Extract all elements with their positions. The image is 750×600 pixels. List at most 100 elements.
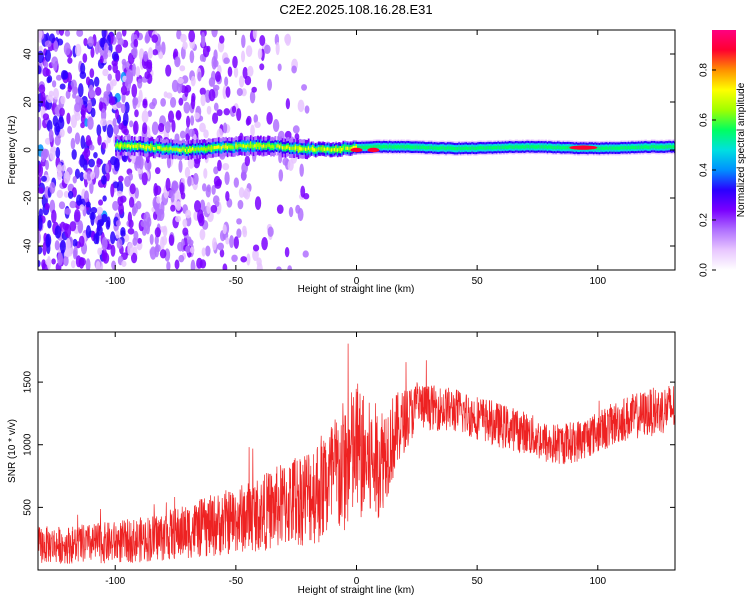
band-cell — [498, 145, 501, 150]
noise-cell — [97, 134, 102, 146]
band-cell — [312, 146, 314, 151]
noise-cell — [38, 260, 41, 268]
band-cell — [484, 146, 487, 150]
noise-cell — [38, 208, 43, 219]
noise-cell — [59, 83, 66, 90]
noise-cell — [154, 227, 161, 238]
noise-cell — [259, 63, 265, 71]
noise-cell — [38, 187, 44, 194]
band-cell — [511, 145, 514, 149]
band-cell — [364, 145, 367, 150]
noise-cell — [133, 120, 139, 135]
noise-cell — [297, 208, 304, 222]
x-tick-label: -50 — [229, 276, 244, 287]
band-cell — [636, 145, 639, 150]
band-cell — [655, 145, 658, 149]
band-cell — [336, 148, 339, 152]
noise-cell — [208, 77, 216, 88]
noise-cell — [115, 220, 121, 227]
y-tick-label: -40 — [23, 238, 34, 253]
band-cell — [145, 145, 148, 150]
noise-cell — [60, 95, 66, 105]
band-cell — [508, 145, 511, 149]
hot-spot — [367, 147, 380, 153]
band-cell — [277, 144, 280, 148]
noise-cell — [83, 147, 91, 158]
noise-cell — [165, 64, 172, 77]
band-cell — [189, 147, 191, 152]
noise-cell — [72, 176, 77, 184]
band-cell — [178, 148, 181, 152]
noise-cell — [98, 199, 104, 206]
noise-cell — [147, 110, 153, 117]
band-cell — [148, 146, 151, 150]
band-cell — [177, 148, 180, 152]
noise-cell — [143, 50, 149, 62]
colorbar-tick-label: 0.6 — [699, 113, 710, 127]
band-cell — [286, 145, 288, 149]
noise-cell — [242, 225, 247, 235]
band-cell — [455, 147, 458, 151]
noise-cell — [160, 41, 166, 56]
band-cell — [251, 144, 254, 148]
band-cell — [480, 146, 482, 150]
noise-cell — [177, 241, 184, 252]
noise-cell — [118, 175, 124, 182]
band-cell — [151, 145, 154, 149]
band-cell — [199, 147, 201, 152]
noise-cell — [46, 76, 51, 84]
band-cell — [119, 144, 122, 148]
band-cell — [294, 146, 297, 150]
noise-cell — [182, 41, 188, 50]
noise-cell — [101, 248, 108, 262]
noise-cell — [130, 252, 138, 264]
noise-cell — [214, 180, 222, 189]
band-cell — [134, 144, 136, 148]
band-cell — [164, 147, 167, 151]
band-cell — [449, 146, 452, 150]
band-cell — [620, 145, 623, 150]
colorbar: 0.0 0.2 0.4 0.6 0.8 Normalized spectral ampl… — [699, 30, 747, 277]
noise-cell — [257, 48, 263, 60]
band-cell — [283, 146, 285, 150]
band-cell — [387, 145, 390, 149]
band-cell — [343, 146, 346, 150]
noise-cell — [59, 107, 65, 117]
noise-cell — [111, 51, 119, 61]
band-cell — [649, 145, 652, 149]
band-cell — [226, 145, 229, 150]
noise-cell — [80, 104, 86, 118]
noise-cell — [120, 85, 128, 96]
band-cell — [320, 147, 323, 151]
noise-cell — [44, 40, 52, 48]
noise-cell — [66, 112, 71, 125]
noise-cell — [215, 71, 221, 83]
band-cell — [300, 147, 303, 151]
noise-cell — [93, 165, 100, 179]
band-cell — [614, 146, 617, 150]
noise-cell — [115, 109, 120, 120]
noise-cell — [159, 249, 167, 259]
band-cell — [181, 147, 184, 151]
snr-line — [38, 343, 675, 564]
band-cell — [193, 147, 196, 152]
band-cell — [299, 146, 301, 151]
band-cell — [503, 145, 506, 150]
band-cell — [223, 145, 226, 149]
hot-spot — [350, 147, 363, 153]
noise-cell — [64, 30, 71, 37]
band-cell — [565, 146, 568, 150]
noise-cell — [218, 35, 225, 44]
noise-cell — [38, 65, 42, 75]
noise-cell — [156, 196, 161, 204]
noise-cell — [124, 101, 130, 114]
band-cell — [349, 147, 352, 151]
noise-cell — [100, 118, 107, 127]
band-cell — [162, 147, 165, 151]
spectrogram-x-ticks: -100 -50 0 50 100 — [105, 30, 607, 287]
band-cell — [135, 144, 138, 148]
band-cell — [411, 145, 414, 149]
band-cell — [559, 146, 562, 150]
noise-cell — [244, 155, 251, 167]
noise-cell — [59, 114, 64, 123]
